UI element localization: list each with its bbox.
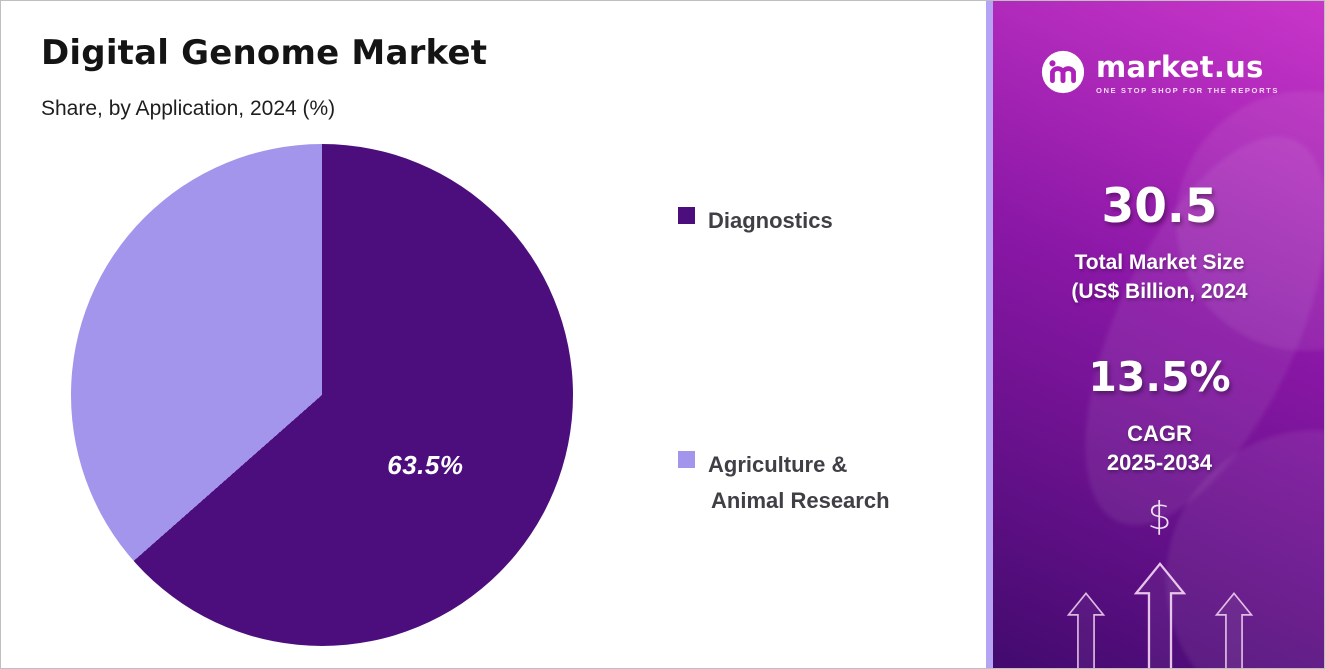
pie-chart — [71, 144, 573, 646]
cagr-label-line2: 2025-2034 — [1106, 450, 1213, 476]
legend-label-agriculture-line2: Animal Research — [711, 488, 890, 514]
pie-slice-data-label: 63.5% — [387, 450, 464, 481]
cagr-label-line1: CAGR — [1127, 420, 1192, 446]
total-market-size-label-line1: Total Market Size — [1074, 251, 1245, 274]
pie-chart-wrap: 63.5% — [71, 144, 573, 646]
total-market-size-label-line2: (US$ Billion, 2024 — [1071, 280, 1248, 304]
total-market-size-value: 30.5 — [1101, 179, 1218, 234]
cagr-label: CAGR 2025-2034 — [1107, 419, 1212, 478]
up-arrow-icon — [1066, 592, 1105, 668]
legend-swatch-agriculture — [678, 451, 695, 468]
legend-label-agriculture: Agriculture & Animal Research — [708, 447, 890, 520]
chart-area: Digital Genome Market Share, by Applicat… — [1, 1, 986, 668]
legend-item-agriculture: Agriculture & Animal Research — [678, 447, 890, 520]
legend-label-diagnostics: Diagnostics — [708, 208, 833, 233]
growth-arrows — [1058, 556, 1262, 668]
marketus-logo: market.us ONE STOP SHOP FOR THE REPORTS — [1040, 49, 1279, 95]
chart-subtitle: Share, by Application, 2024 (%) — [41, 97, 336, 120]
sidebar-panel: market.us ONE STOP SHOP FOR THE REPORTS … — [993, 1, 1324, 668]
dollar-icon: $ — [1147, 494, 1172, 539]
sidebar-accent-strip — [986, 1, 993, 668]
up-arrow-icon — [1214, 592, 1253, 668]
marketus-logo-icon — [1041, 50, 1085, 94]
cagr-value: 13.5% — [1088, 352, 1231, 401]
up-arrow-icon — [1133, 562, 1186, 668]
legend-item-diagnostics: Diagnostics — [678, 203, 833, 239]
total-market-size-label: Total Market Size (US$ Billion, 2024 — [1071, 248, 1247, 307]
marketus-logo-text: market.us — [1095, 49, 1264, 84]
page-title: Digital Genome Market — [41, 33, 488, 73]
legend-label-agriculture-line1: Agriculture & — [708, 452, 848, 477]
legend-swatch-diagnostics — [678, 207, 695, 224]
marketus-logo-tagline: ONE STOP SHOP FOR THE REPORTS — [1095, 85, 1280, 95]
sidebar: market.us ONE STOP SHOP FOR THE REPORTS … — [986, 1, 1324, 668]
